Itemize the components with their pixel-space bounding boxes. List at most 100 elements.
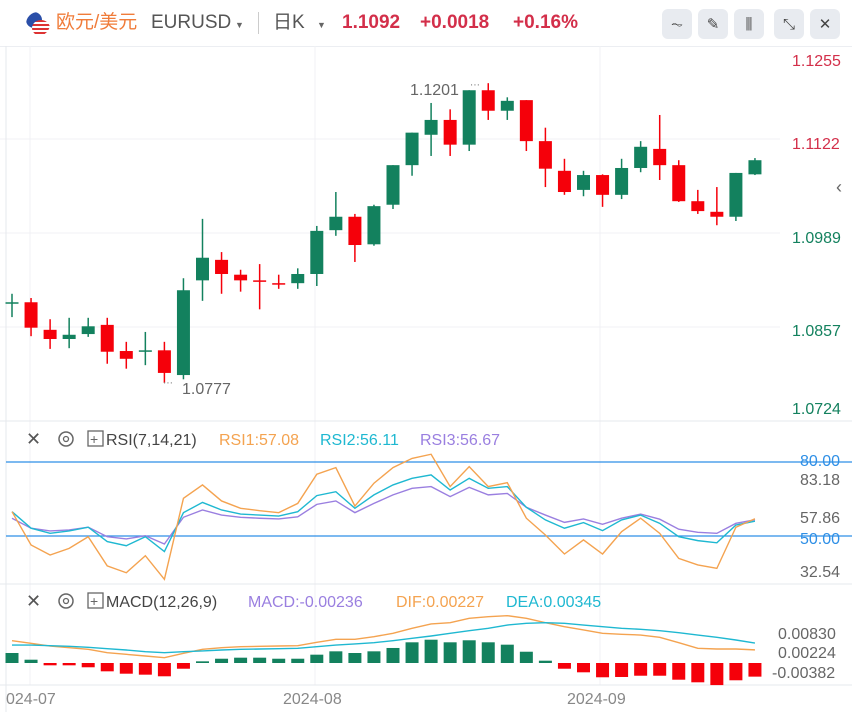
candle bbox=[367, 204, 381, 246]
macd-bar bbox=[196, 661, 209, 663]
candle bbox=[424, 102, 438, 156]
rsi-expand-icon[interactable] bbox=[87, 430, 104, 447]
candle bbox=[519, 100, 533, 152]
candle bbox=[119, 341, 133, 369]
candlestick-series bbox=[5, 83, 762, 383]
candle-body bbox=[100, 324, 114, 352]
pair-dropdown-caret-icon[interactable]: ▼ bbox=[235, 20, 244, 30]
expand-panel-arrow-icon[interactable]: ‹ bbox=[836, 177, 842, 197]
macd-bar bbox=[43, 663, 57, 666]
candle-body bbox=[367, 206, 381, 245]
candle-body bbox=[596, 175, 610, 195]
macd-settings-icon[interactable] bbox=[58, 593, 74, 609]
candle-body bbox=[538, 141, 552, 169]
macd-max-label: 0.00830 bbox=[778, 626, 836, 643]
candle bbox=[462, 90, 476, 152]
macd-remove-icon[interactable]: ✕ bbox=[26, 591, 41, 611]
candle bbox=[691, 189, 705, 214]
candle bbox=[748, 158, 762, 176]
last-price: 1.1092 bbox=[342, 12, 401, 33]
header-divider bbox=[258, 12, 259, 34]
candle bbox=[481, 83, 495, 120]
candle bbox=[405, 132, 419, 176]
pair-name-cn[interactable]: 欧元/美元 bbox=[56, 12, 138, 33]
candle-body bbox=[710, 211, 724, 217]
close-button[interactable]: ✕ bbox=[810, 9, 840, 39]
candle-body bbox=[634, 146, 648, 168]
rsi2-legend: RSI2:56.11 bbox=[320, 432, 399, 449]
rsi-min-label: 32.54 bbox=[800, 564, 840, 581]
period-dropdown-caret-icon[interactable]: ▼ bbox=[317, 20, 326, 30]
candle-body bbox=[386, 165, 400, 205]
candle-body bbox=[196, 257, 209, 281]
period-selector[interactable]: 日K bbox=[273, 12, 305, 33]
indicator-button[interactable]: ⏦ bbox=[662, 9, 692, 39]
eu-us-flag-icon bbox=[26, 12, 50, 36]
collapse-button[interactable]: ⤡ bbox=[774, 9, 804, 39]
candle-body bbox=[43, 329, 57, 340]
candle bbox=[5, 293, 19, 318]
rsi-upper-label: 80.00 bbox=[800, 453, 840, 470]
rsi1-line bbox=[11, 453, 756, 581]
candle bbox=[329, 192, 343, 236]
candle bbox=[500, 97, 514, 120]
low-annotation: 1.0777 bbox=[182, 381, 231, 398]
candle-body bbox=[138, 350, 152, 352]
rsi-last-label: 57.86 bbox=[800, 510, 840, 527]
candle-body bbox=[519, 100, 533, 142]
price-axis-label: 1.0989 bbox=[792, 230, 841, 247]
rsi2-line bbox=[11, 474, 756, 553]
rsi-remove-icon[interactable]: ✕ bbox=[26, 429, 41, 449]
candle bbox=[43, 319, 57, 349]
candle-body bbox=[272, 283, 286, 285]
candle-body bbox=[729, 172, 743, 217]
macd-bar bbox=[100, 663, 114, 672]
dea-legend: DEA:0.00345 bbox=[506, 594, 601, 611]
dif-line bbox=[11, 614, 755, 659]
candle bbox=[234, 269, 248, 292]
macd-bar bbox=[519, 651, 533, 663]
candle bbox=[615, 158, 629, 200]
macd-expand-icon[interactable] bbox=[87, 592, 104, 609]
candle-body bbox=[653, 148, 667, 166]
macd-bar bbox=[119, 663, 133, 674]
macd-min-label: -0.00382 bbox=[772, 665, 835, 682]
draw-icon: ✎ bbox=[706, 16, 720, 33]
macd-bar bbox=[386, 647, 400, 663]
macd-bar bbox=[176, 663, 190, 669]
macd-bar bbox=[5, 653, 19, 663]
candle bbox=[81, 317, 95, 337]
macd-bar bbox=[653, 663, 667, 676]
macd-bar bbox=[272, 658, 286, 663]
candle-body bbox=[81, 326, 95, 335]
candle bbox=[729, 172, 743, 221]
close-icon: ✕ bbox=[818, 16, 832, 33]
candle bbox=[291, 268, 305, 289]
pair-code[interactable]: EURUSD bbox=[151, 12, 232, 33]
candle bbox=[24, 298, 38, 337]
dif-legend: DIF:0.00227 bbox=[396, 594, 484, 611]
macd-bar bbox=[481, 642, 495, 663]
macd-bar bbox=[577, 663, 590, 673]
price-axis-label: 1.1255 bbox=[792, 53, 841, 70]
rsi-lines bbox=[11, 453, 756, 581]
candle-type-button[interactable]: ⫼ bbox=[734, 9, 764, 39]
candle bbox=[215, 252, 229, 294]
macd-bar bbox=[672, 663, 686, 680]
high-leader: ⋯ bbox=[470, 80, 480, 91]
rsi-settings-icon[interactable] bbox=[58, 431, 74, 447]
date-label: 2024-08 bbox=[283, 691, 342, 708]
candle-body bbox=[462, 90, 476, 145]
macd-bar bbox=[634, 663, 648, 676]
price-axis-label: 1.1122 bbox=[792, 136, 840, 153]
candle-type-icon: ⫼ bbox=[745, 15, 753, 33]
candle bbox=[62, 317, 76, 349]
collapse-icon: ⤡ bbox=[782, 15, 795, 33]
candle-body bbox=[577, 175, 590, 190]
draw-button[interactable]: ✎ bbox=[698, 9, 728, 39]
rsi3-legend: RSI3:56.67 bbox=[420, 432, 500, 449]
candle-body bbox=[215, 259, 229, 274]
candle bbox=[596, 174, 610, 207]
candle-body bbox=[291, 273, 305, 284]
